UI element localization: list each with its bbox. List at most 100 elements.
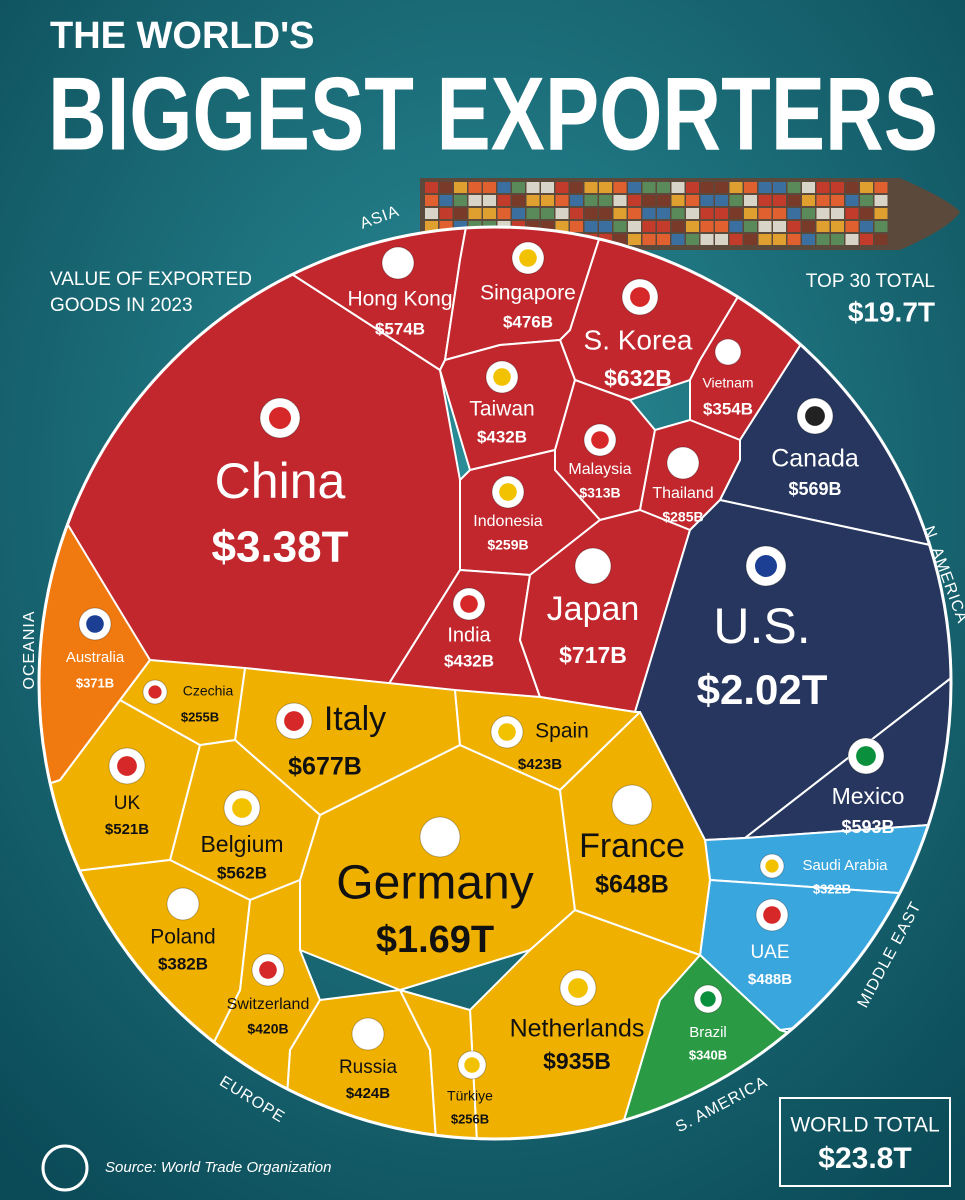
container: [729, 208, 743, 219]
country-name: S. Korea: [584, 324, 693, 355]
container: [845, 234, 859, 245]
cell: [399, 989, 481, 1139]
flag-emblem: [464, 1057, 480, 1073]
flag-emblem: [493, 368, 511, 386]
country-name: Indonesia: [473, 513, 542, 530]
country-name: Netherlands: [510, 1015, 645, 1043]
value-label: $423B: [518, 756, 562, 773]
container: [700, 195, 714, 206]
container: [686, 234, 699, 245]
container: [613, 221, 627, 232]
source: Source: World Trade Organization: [105, 1159, 332, 1176]
container: [729, 182, 743, 193]
world-total-box: [779, 1097, 951, 1187]
world-total-label: WORLD TOTAL: [790, 1114, 939, 1137]
value-label: $371B: [76, 675, 114, 690]
container: [787, 208, 801, 219]
value-label: $488B: [748, 971, 792, 988]
flag-emblem: [499, 483, 517, 501]
container: [671, 234, 685, 245]
container: [874, 221, 888, 232]
country-name: Vietnam: [702, 375, 753, 391]
country-name: UK: [114, 793, 141, 814]
container: [729, 195, 743, 206]
container: [425, 221, 438, 232]
value-label: $354B: [703, 399, 753, 418]
subtitle: GOODS IN 2023: [50, 295, 193, 316]
value-label: $476B: [503, 312, 553, 331]
chart-title: BIGGEST EXPORTERS: [48, 56, 938, 172]
container: [526, 208, 540, 219]
flag-emblem: [700, 991, 716, 1007]
country-name: India: [447, 624, 491, 646]
container: [802, 195, 815, 206]
value-label: $574B: [375, 319, 425, 338]
container: [439, 182, 453, 193]
container: [845, 221, 859, 232]
container: [526, 182, 540, 193]
container: [773, 208, 786, 219]
container: [454, 195, 467, 206]
container: [671, 195, 685, 206]
container: [555, 221, 569, 232]
container: [570, 182, 583, 193]
value-label: $562B: [217, 863, 267, 882]
container: [802, 182, 815, 193]
container: [584, 221, 598, 232]
container: [715, 208, 728, 219]
flag-emblem: [720, 344, 736, 360]
container: [570, 195, 583, 206]
container: [613, 195, 627, 206]
value-label: $432B: [477, 427, 527, 446]
flag-emblem: [232, 798, 252, 818]
country-name: Brazil: [689, 1024, 727, 1041]
flag-emblem: [805, 406, 825, 426]
value-label: $648B: [595, 871, 669, 899]
country-name: Mexico: [832, 783, 905, 809]
country-name: Singapore: [480, 282, 576, 305]
container: [816, 182, 830, 193]
flag-emblem: [621, 794, 643, 816]
container: [628, 182, 641, 193]
container: [483, 195, 496, 206]
container: [439, 208, 453, 219]
container: [454, 208, 467, 219]
container: [541, 208, 554, 219]
country-name: Czechia: [183, 683, 234, 699]
container: [787, 182, 801, 193]
container: [555, 182, 569, 193]
value-label: $432B: [444, 651, 494, 670]
container: [831, 182, 844, 193]
container: [483, 182, 496, 193]
subtitle: VALUE OF EXPORTED: [50, 269, 252, 290]
country-name: Thailand: [652, 485, 713, 502]
container: [425, 208, 438, 219]
country-name: Italy: [324, 700, 386, 738]
flag-emblem: [429, 826, 451, 848]
flag-emblem: [674, 454, 692, 472]
value-label: $521B: [105, 821, 149, 838]
container: [642, 234, 656, 245]
container: [541, 182, 554, 193]
container: [555, 208, 569, 219]
container: [613, 234, 627, 245]
container: [454, 221, 467, 232]
flag-emblem: [259, 961, 277, 979]
flag-emblem: [755, 555, 777, 577]
value-label: $285B: [662, 509, 703, 525]
country-name: Taiwan: [469, 398, 534, 421]
container: [816, 234, 830, 245]
container: [497, 182, 511, 193]
container: [758, 234, 772, 245]
value-label: $322B: [813, 881, 851, 896]
container: [715, 195, 728, 206]
container: [700, 234, 714, 245]
country-name: France: [579, 827, 685, 865]
container: [671, 182, 685, 193]
container: [860, 221, 873, 232]
container: [773, 195, 786, 206]
container: [758, 221, 772, 232]
container: [744, 221, 757, 232]
container: [468, 195, 482, 206]
container: [700, 182, 714, 193]
